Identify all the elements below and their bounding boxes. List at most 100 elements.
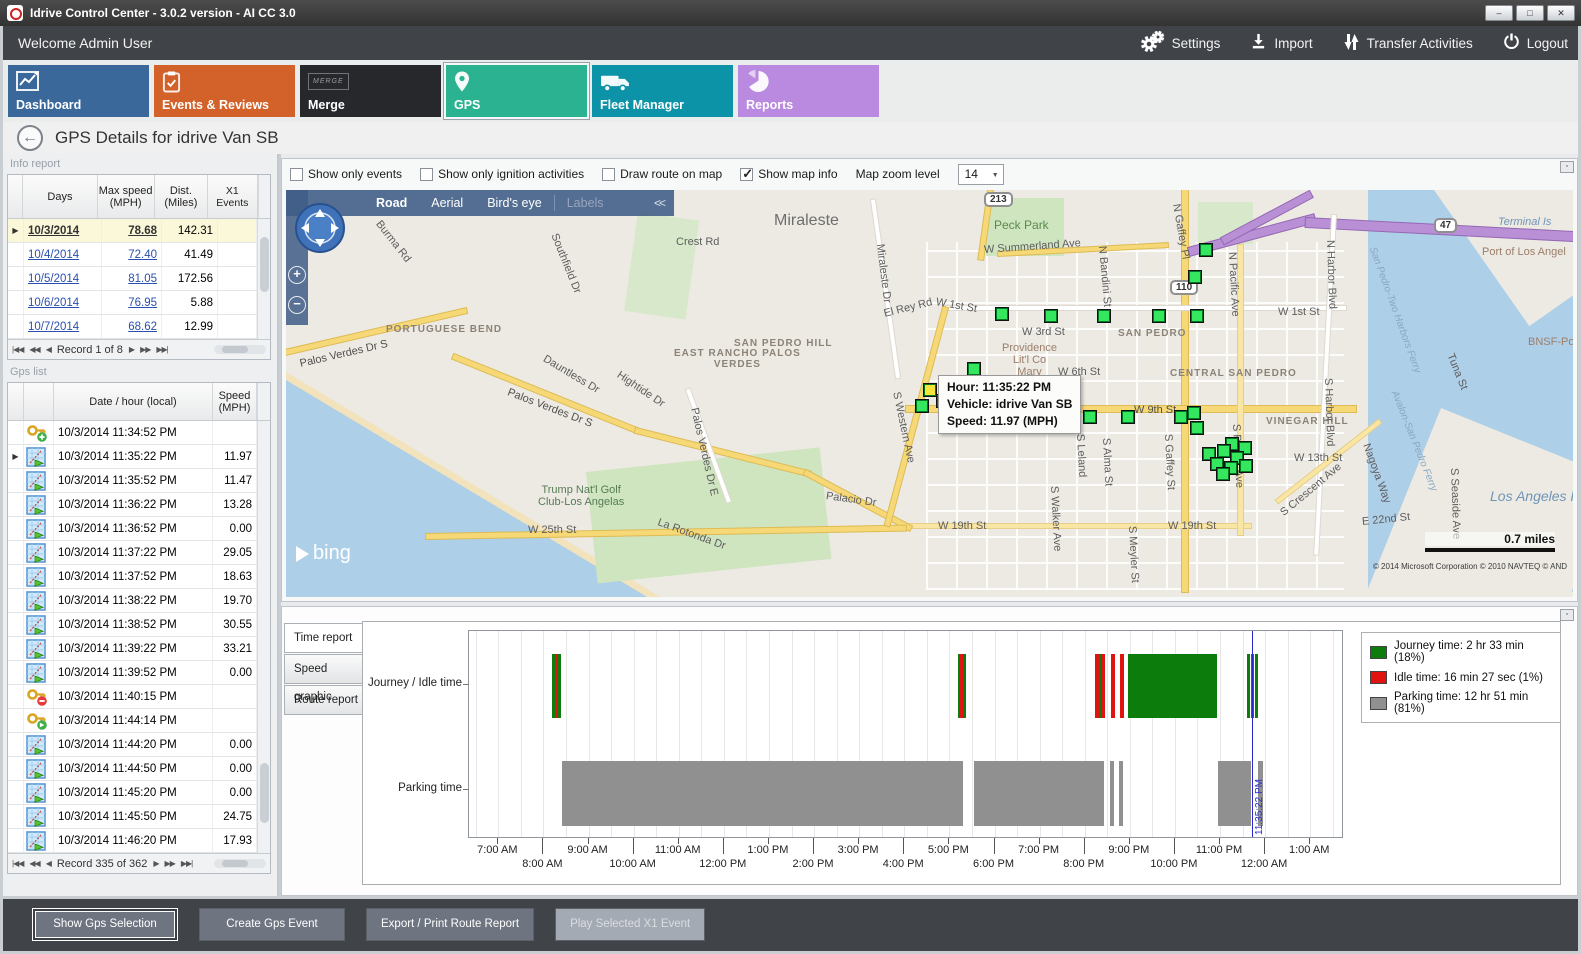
- max-speed-cell[interactable]: 81.05: [102, 267, 162, 290]
- gps-row[interactable]: 10/3/2014 11:36:22 PM 13.28: [8, 493, 257, 517]
- first-record-button[interactable]: |◀◀: [12, 859, 24, 868]
- gps-marker[interactable]: [1240, 460, 1252, 472]
- show-gps-selection-button[interactable]: Show Gps Selection: [32, 908, 178, 941]
- days-cell[interactable]: 10/4/2014: [24, 243, 102, 266]
- gps-row[interactable]: 10/3/2014 11:36:52 PM 0.00: [8, 517, 257, 541]
- tab-reports[interactable]: Reports: [738, 65, 879, 117]
- map-style-birdseye[interactable]: Bird's eye: [487, 196, 542, 210]
- map-bar-collapse-icon[interactable]: <<: [653, 196, 666, 210]
- gps-marker[interactable]: [1188, 407, 1200, 419]
- max-speed-cell[interactable]: 68.62: [102, 315, 162, 338]
- gps-row[interactable]: 10/3/2014 11:46:20 PM 17.93: [8, 829, 257, 853]
- max-speed-link[interactable]: 68.62: [128, 320, 157, 333]
- days-link[interactable]: 10/3/2014: [28, 224, 80, 237]
- table-row[interactable]: 10/7/2014 68.62 12.99: [8, 315, 257, 339]
- next-record-button[interactable]: ▶: [153, 859, 159, 868]
- checkbox-show-map-info[interactable]: Show map info: [740, 166, 838, 182]
- gps-marker[interactable]: [1153, 310, 1165, 322]
- gps-vertical-scrollbar[interactable]: [257, 421, 270, 853]
- days-link[interactable]: 10/6/2014: [28, 296, 80, 309]
- gps-horizontal-scrollbar[interactable]: [214, 859, 266, 868]
- selected-gps-marker[interactable]: [924, 384, 936, 396]
- gps-marker[interactable]: [1175, 411, 1187, 423]
- unchecked-checkbox-icon[interactable]: [420, 167, 434, 181]
- export-print-route-report-button[interactable]: Export / Print Route Report: [366, 908, 535, 941]
- gps-row[interactable]: ▶ 10/3/2014 11:35:22 PM 11.97: [8, 445, 257, 469]
- checkbox-draw-route-on-map[interactable]: Draw route on map: [602, 167, 722, 181]
- next-page-record-button[interactable]: ▶▶: [164, 859, 176, 868]
- maximize-button[interactable]: □: [1516, 5, 1544, 21]
- chart-tab-time-report[interactable]: Time report: [284, 623, 364, 653]
- gps-row[interactable]: 10/3/2014 11:44:50 PM 0.00: [8, 757, 257, 781]
- tab-gps[interactable]: GPS: [446, 65, 587, 117]
- time-cursor-line[interactable]: [1252, 631, 1254, 837]
- days-cell[interactable]: 10/7/2014: [24, 315, 102, 338]
- checkbox-show-only-ignition-activities[interactable]: Show only ignition activities: [420, 167, 584, 181]
- map-pan-compass[interactable]: [294, 202, 346, 259]
- create-gps-event-button[interactable]: Create Gps Event: [199, 908, 345, 941]
- max-speed-cell[interactable]: 76.95: [102, 291, 162, 314]
- checked-checkbox-icon[interactable]: [740, 166, 754, 182]
- tab-merge[interactable]: MERGE Merge: [300, 65, 441, 117]
- gps-marker[interactable]: [1122, 411, 1134, 423]
- max-speed-link[interactable]: 78.68: [128, 224, 157, 237]
- last-record-button[interactable]: ▶▶|: [180, 859, 193, 868]
- map-panel-collapse-icon[interactable]: ▫: [1560, 161, 1574, 173]
- days-link[interactable]: 10/7/2014: [28, 320, 80, 333]
- back-button[interactable]: ←: [17, 125, 43, 151]
- table-row[interactable]: 10/6/2014 76.95 5.88: [8, 291, 257, 315]
- max-speed-link[interactable]: 72.40: [128, 248, 157, 261]
- days-link[interactable]: 10/4/2014: [28, 248, 80, 261]
- scrollbar-thumb[interactable]: [260, 237, 269, 292]
- table-row[interactable]: 10/5/2014 81.05 172.56: [8, 267, 257, 291]
- gps-row[interactable]: 10/3/2014 11:44:14 PM: [8, 709, 257, 733]
- gps-marker[interactable]: [1191, 310, 1203, 322]
- map-style-aerial[interactable]: Aerial: [431, 196, 464, 210]
- gps-marker[interactable]: [1084, 411, 1096, 423]
- gps-marker[interactable]: [1191, 422, 1203, 434]
- unchecked-checkbox-icon[interactable]: [290, 167, 303, 181]
- gps-marker[interactable]: [916, 400, 928, 412]
- gps-marker[interactable]: [996, 308, 1008, 320]
- gps-row[interactable]: 10/3/2014 11:38:22 PM 19.70: [8, 589, 257, 613]
- title-bar[interactable]: Idrive Control Center - 3.0.2 version - …: [0, 0, 1581, 26]
- menu-action-logout[interactable]: Logout: [1503, 33, 1568, 53]
- info-vertical-scrollbar[interactable]: [257, 219, 270, 339]
- chart-tab-route-report[interactable]: Route report: [284, 685, 363, 715]
- gps-row[interactable]: 10/3/2014 11:38:52 PM 30.55: [8, 613, 257, 637]
- tab-events-reviews[interactable]: Events & Reviews: [154, 65, 295, 117]
- tab-fleet-manager[interactable]: Fleet Manager: [592, 65, 733, 117]
- max-speed-link[interactable]: 81.05: [128, 272, 157, 285]
- chart-panel-collapse-icon[interactable]: ▫: [1560, 609, 1574, 621]
- gps-row[interactable]: 10/3/2014 11:39:22 PM 33.21: [8, 637, 257, 661]
- max-speed-cell[interactable]: 72.40: [102, 243, 162, 266]
- map-zoom-out-button[interactable]: −: [288, 296, 306, 314]
- prev-record-button[interactable]: ◀: [45, 859, 52, 868]
- unchecked-checkbox-icon[interactable]: [602, 167, 616, 181]
- gps-row[interactable]: 10/3/2014 11:34:52 PM: [8, 421, 257, 445]
- gps-row[interactable]: 10/3/2014 11:40:15 PM: [8, 685, 257, 709]
- gps-marker[interactable]: [1045, 310, 1057, 322]
- gps-row[interactable]: 10/3/2014 11:37:22 PM 29.05: [8, 541, 257, 565]
- next-record-button[interactable]: ▶: [128, 345, 135, 354]
- days-cell[interactable]: 10/6/2014: [24, 291, 102, 314]
- gps-row[interactable]: 10/3/2014 11:45:50 PM 24.75: [8, 805, 257, 829]
- gps-marker[interactable]: [1098, 310, 1110, 322]
- table-row[interactable]: 10/4/2014 72.40 41.49: [8, 243, 257, 267]
- close-button[interactable]: ✕: [1547, 5, 1575, 21]
- gps-marker[interactable]: [1200, 244, 1212, 256]
- menu-action-transfer-activities[interactable]: Transfer Activities: [1343, 33, 1473, 54]
- map-zoom-in-button[interactable]: +: [288, 266, 306, 284]
- gps-row[interactable]: 10/3/2014 11:35:52 PM 11.47: [8, 469, 257, 493]
- chart-tab-speed-graphic[interactable]: Speed graphic: [284, 654, 363, 703]
- menu-action-import[interactable]: Import: [1250, 33, 1313, 53]
- max-speed-cell[interactable]: 78.68: [102, 219, 162, 242]
- table-row[interactable]: ▶ 10/3/2014 78.68 142.31: [8, 219, 257, 243]
- gps-marker[interactable]: [1189, 271, 1201, 283]
- prev-page-record-button[interactable]: ◀◀: [29, 859, 40, 868]
- prev-page-record-button[interactable]: ◀◀: [29, 345, 40, 354]
- map-zoom-select[interactable]: 14 ▼: [957, 163, 1004, 185]
- checkbox-show-only-events[interactable]: Show only events: [290, 167, 402, 181]
- map-canvas[interactable]: Road Aerial Bird's eye Labels << + − Mirales…: [286, 190, 1573, 597]
- gps-row[interactable]: 10/3/2014 11:44:20 PM 0.00: [8, 733, 257, 757]
